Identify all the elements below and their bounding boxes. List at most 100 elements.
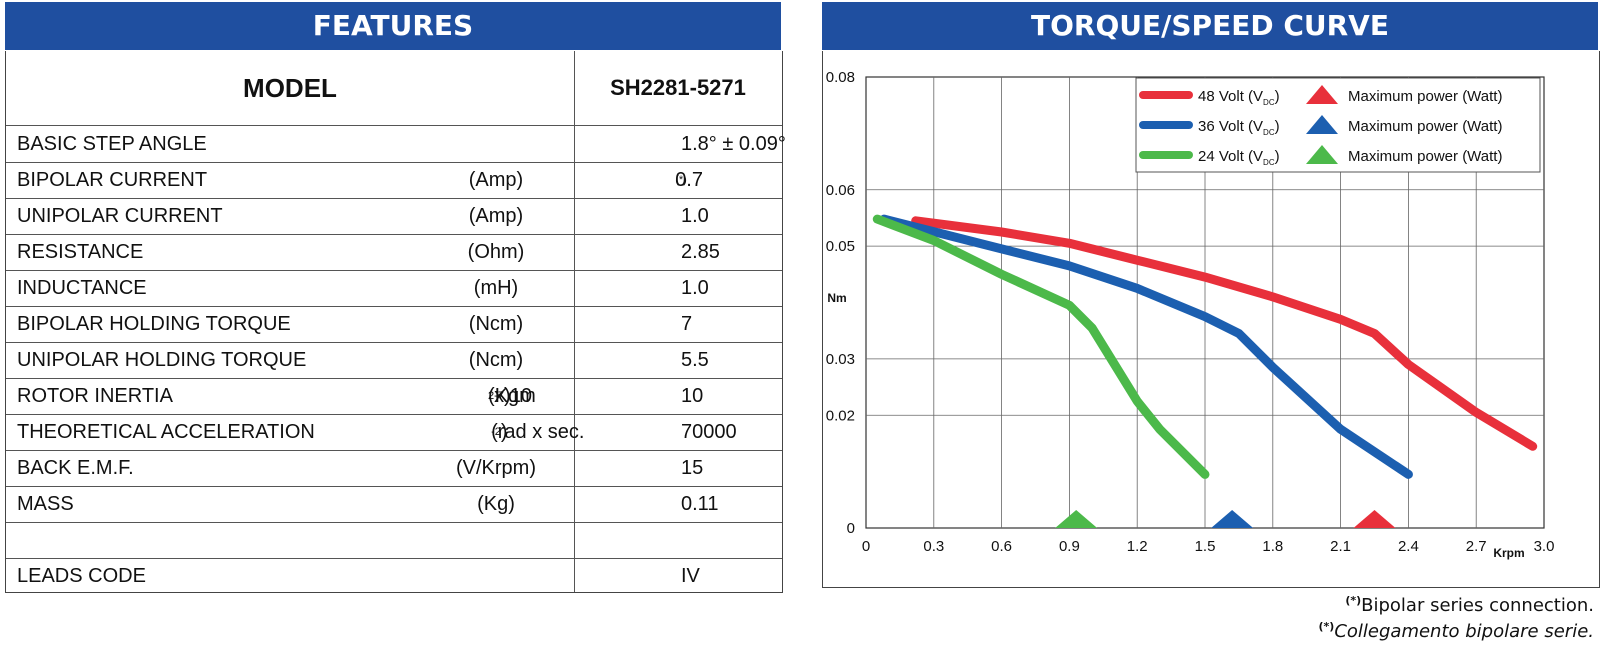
row-label: THEORETICAL ACCELERATION xyxy=(17,421,315,443)
row-value-text: IV xyxy=(681,565,700,587)
x-tick-label: 2.1 xyxy=(1330,538,1351,555)
chart-frame: 0 0.3 0.6 0.9 1.2 1.5 1.8 2.1 2.4 2.7 3.0 0 0.02 0.03… xyxy=(822,51,1600,588)
footnote-italian: (*)Collegamento bipolare serie. xyxy=(1319,620,1594,642)
row-label: BIPOLAR HOLDING TORQUE xyxy=(17,313,291,335)
row-unit: (Amp) xyxy=(468,205,524,227)
y-tick-label: 0.02 xyxy=(826,407,855,424)
row-unit: (Kg) xyxy=(477,493,515,515)
row-value-text: 1.0 xyxy=(681,277,709,299)
unit-part: -2 xyxy=(491,426,501,438)
row-label: UNIPOLAR HOLDING TORQUE xyxy=(17,349,307,371)
row-unit: (V/Krpm) xyxy=(456,457,536,479)
x-tick-label: 1.8 xyxy=(1262,538,1283,555)
legend-series-label: 24 Volt (VDC) xyxy=(1198,148,1280,167)
x-tick-label: 0 xyxy=(862,538,870,555)
table-row: ROTOR INERTIA (Kgm 2 x 10 -7) 10 xyxy=(6,378,782,415)
torque-speed-chart: 0 0.3 0.6 0.9 1.2 1.5 1.8 2.1 2.4 2.7 3.0 0 0.02 0.03… xyxy=(826,69,1555,560)
model-label: MODEL xyxy=(243,73,337,103)
chart-header: TORQUE/SPEED CURVE xyxy=(822,2,1598,50)
table-row: UNIPOLAR CURRENT (Amp) 1.0 xyxy=(6,198,782,235)
row-unit: (Ncm) xyxy=(468,349,524,371)
unit-part: (rad x sec. xyxy=(491,421,585,443)
legend-series-label: 48 Volt (VDC) xyxy=(1198,88,1280,107)
x-tick-label: 0.3 xyxy=(923,538,944,555)
unit-part: x 10 xyxy=(494,385,532,407)
row-value-text: 15 xyxy=(681,457,704,479)
table-row: LEADS CODE IV xyxy=(6,558,782,594)
legend-marker xyxy=(1306,115,1338,134)
row-unit: (Ncm) xyxy=(468,313,524,335)
table-row xyxy=(6,522,782,559)
unit-part: (Kgm xyxy=(488,385,536,407)
table-row: BACK E.M.F. (V/Krpm) 15 xyxy=(6,450,782,487)
row-unit: (Kgm 2 x 10 -7) xyxy=(396,378,596,419)
row-value-text: 70000 xyxy=(681,421,737,443)
legend-volts: 48 Volt (V xyxy=(1198,88,1263,105)
row-label: RESISTANCE xyxy=(17,241,144,263)
x-tick-label: 2.7 xyxy=(1466,538,1487,555)
row-value-text: 2.85 xyxy=(681,241,720,263)
table-row: UNIPOLAR HOLDING TORQUE (Ncm) 5.5 xyxy=(6,342,782,379)
footnote-line2: Collegamento bipolare serie. xyxy=(1334,621,1594,642)
legend-max-power-label: Maximum power (Watt) xyxy=(1348,118,1502,135)
unit-part: 2 xyxy=(488,390,495,402)
column-divider xyxy=(574,51,575,592)
row-unit: (mH) xyxy=(473,277,519,299)
series-line xyxy=(879,214,1413,479)
legend-box xyxy=(1135,77,1541,173)
features-table: MODEL SH2281-5271 BASIC STEP ANGLE 1.8° ±… xyxy=(5,51,786,594)
x-tick-label: 3.0 xyxy=(1534,538,1555,555)
footnote-english: (*)Bipolar series connection. xyxy=(1345,594,1594,616)
row-label: UNIPOLAR CURRENT xyxy=(17,205,223,227)
legend-subscript: DC xyxy=(1263,158,1275,167)
max-power-marker xyxy=(1055,510,1098,528)
table-row: MASS (Kg) 0.11 xyxy=(6,486,782,523)
row-value-text: 0.11 xyxy=(681,493,719,515)
model-row: MODEL SH2281-5271 xyxy=(6,51,782,126)
row-label: LEADS CODE xyxy=(17,565,146,587)
legend-subscript: DC xyxy=(1263,98,1275,107)
row-label: ROTOR INERTIA xyxy=(17,385,173,407)
row-value-text: 0.7 xyxy=(675,169,703,191)
table-row: BIPOLAR CURRENT (Amp) 0.7 (*) xyxy=(6,162,782,199)
series-line xyxy=(872,214,1210,479)
row-value-text: 1.0 xyxy=(681,205,709,227)
max-power-marker xyxy=(1211,510,1254,528)
table-row: BASIC STEP ANGLE 1.8° ± 0.09° xyxy=(6,126,786,163)
legend-close: ) xyxy=(1275,88,1280,105)
y-tick-label: 0.05 xyxy=(826,238,855,255)
row-unit: (Ohm) xyxy=(467,241,525,263)
row-value-text: 10 xyxy=(681,385,704,407)
legend-subscript: DC xyxy=(1263,128,1275,137)
x-tick-label: 1.2 xyxy=(1127,538,1148,555)
y-tick-label: 0 xyxy=(847,520,855,537)
y-tick-label: 0.03 xyxy=(826,351,855,368)
table-row: RESISTANCE (Ohm) 2.85 xyxy=(6,234,782,271)
legend-close: ) xyxy=(1275,118,1280,135)
legend-series-label: 36 Volt (VDC) xyxy=(1198,118,1280,137)
row-value: 0.7 (*) xyxy=(581,162,781,203)
legend-volts: 36 Volt (V xyxy=(1198,118,1263,135)
row-value-text: 5.5 xyxy=(681,349,709,371)
y-tick-label: 0.06 xyxy=(826,182,855,199)
x-axis-label: Krpm xyxy=(1493,546,1524,560)
table-row: BIPOLAR HOLDING TORQUE (Ncm) 7 xyxy=(6,306,782,343)
row-label: BASIC STEP ANGLE xyxy=(17,133,207,155)
unit-part: ) xyxy=(503,385,511,407)
x-tick-label: 2.4 xyxy=(1398,538,1419,555)
y-tick-label: 0.08 xyxy=(826,69,855,86)
row-label: INDUCTANCE xyxy=(17,277,147,299)
unit-part: -7 xyxy=(494,390,504,402)
footnote-mark: (*) xyxy=(675,174,687,186)
x-tick-label: 0.9 xyxy=(1059,538,1080,555)
model-value: SH2281-5271 xyxy=(610,75,746,100)
row-value-text: 1.8° ± 0.09° xyxy=(681,133,786,155)
footnote-line1: Bipolar series connection. xyxy=(1361,595,1594,616)
legend-volts: 24 Volt (V xyxy=(1198,148,1263,165)
footnote-mark: (*) xyxy=(1318,620,1335,633)
y-axis-label: Nm xyxy=(827,291,846,305)
footnote-mark: (*) xyxy=(1345,594,1362,607)
legend-max-power-label: Maximum power (Watt) xyxy=(1348,88,1502,105)
row-unit: (Amp) xyxy=(468,169,524,191)
series-line xyxy=(911,216,1538,451)
